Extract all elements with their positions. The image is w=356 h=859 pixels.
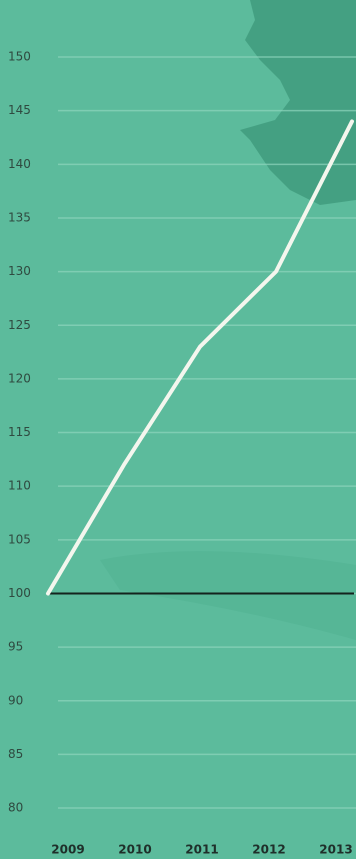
- x-tick-label: 2013: [319, 843, 352, 857]
- y-tick-label: 105: [8, 532, 31, 546]
- x-tick-label: 2009: [51, 843, 84, 857]
- y-tick-label: 130: [8, 264, 31, 278]
- y-tick-label: 110: [8, 479, 31, 493]
- x-tick-label: 2011: [185, 843, 218, 857]
- line-series: [46, 119, 354, 596]
- y-tick-label: 120: [8, 371, 31, 385]
- map-shade: [100, 551, 356, 640]
- map-shape: [240, 0, 356, 205]
- y-tick-label: 100: [8, 586, 31, 600]
- y-tick-label: 95: [8, 640, 23, 654]
- y-tick-label: 140: [8, 157, 31, 171]
- y-tick-label: 125: [8, 318, 31, 332]
- y-tick-label: 85: [8, 747, 23, 761]
- x-tick-label: 2012: [252, 843, 285, 857]
- y-tick-label: 115: [8, 425, 31, 439]
- y-tick-label: 135: [8, 210, 31, 224]
- y-tick-label: 80: [8, 801, 23, 815]
- x-tick-label: 2010: [118, 843, 151, 857]
- y-tick-label: 90: [8, 693, 23, 707]
- y-tick-label: 145: [8, 103, 31, 117]
- y-tick-label: 150: [8, 50, 31, 64]
